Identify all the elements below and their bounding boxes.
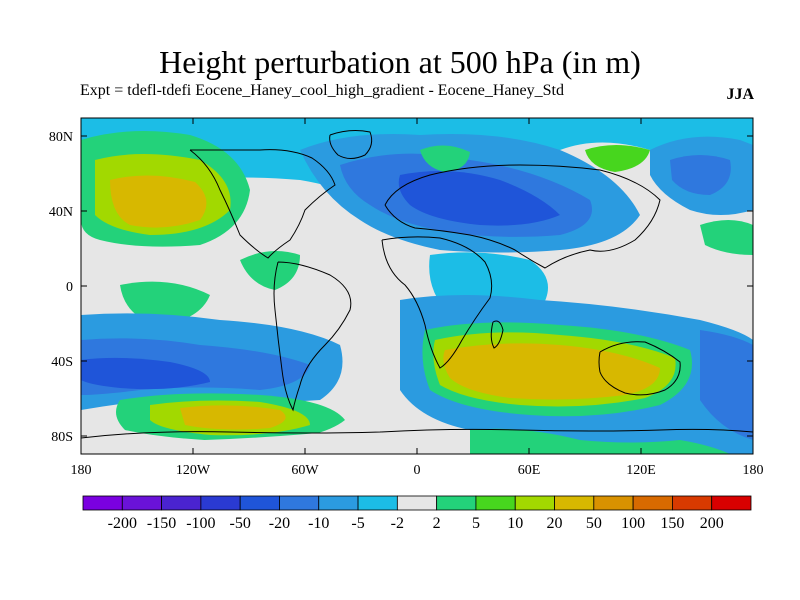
coastline-africa	[381, 236, 493, 369]
lon-label-180w: 180	[71, 463, 92, 478]
colorbar-box	[672, 495, 713, 511]
lat-label-80n: 80N	[49, 130, 73, 145]
colorbar-label: 150	[660, 515, 684, 532]
coastline-north-america	[189, 149, 336, 259]
latitude-axis: 80N 40N 0 40S 80S	[49, 130, 753, 445]
colorbar-box	[475, 495, 516, 511]
lat-label-40s: 40S	[51, 355, 73, 370]
colorbar-box	[318, 495, 359, 511]
colorbar-label: -200	[108, 515, 137, 532]
colorbar-label: -100	[186, 515, 215, 532]
colorbar-box	[357, 495, 398, 511]
field-region-antarctic-green	[470, 428, 730, 454]
colorbar-box	[200, 495, 241, 511]
colorbar-label: 100	[621, 515, 645, 532]
colorbar-label: 5	[472, 515, 480, 532]
field-region-sw-gold	[180, 405, 286, 430]
map-title: Height perturbation at 500 hPa (in m)	[159, 44, 641, 80]
colorbar-box	[514, 495, 555, 511]
colorbar-label: -50	[230, 515, 251, 532]
colorbar-box	[632, 495, 673, 511]
colorbar-label: -150	[147, 515, 176, 532]
lon-label-0: 0	[414, 463, 421, 478]
field-region-tropical-green-1	[240, 251, 300, 290]
coastline-greenland	[329, 130, 373, 159]
colorbar-box	[436, 495, 477, 511]
field-region-npac-gold	[110, 175, 207, 228]
field-region-south-darkblue-east	[700, 330, 753, 440]
coastline-eurasia	[384, 164, 661, 269]
height-field	[81, 118, 753, 454]
colorbar-box	[593, 495, 634, 511]
field-region-arctic-green-2	[585, 145, 650, 172]
colorbar-label: -5	[351, 515, 364, 532]
lon-label-60e: 60E	[518, 463, 541, 478]
lon-label-60w: 60W	[291, 463, 319, 478]
colorbar-label: 10	[507, 515, 523, 532]
colorbar-label: -20	[269, 515, 290, 532]
colorbar-label: 50	[586, 515, 602, 532]
colorbar-label: -10	[308, 515, 329, 532]
lon-label-120e: 120E	[626, 463, 656, 478]
coastlines	[81, 130, 753, 439]
colorbar-label: 2	[433, 515, 441, 532]
colorbar-label: -2	[391, 515, 404, 532]
colorbar-box	[82, 495, 123, 511]
lon-label-180e: 180	[743, 463, 764, 478]
field-region-antarctic-neutral	[81, 426, 470, 454]
coastline-madagascar	[490, 320, 504, 349]
lat-label-0: 0	[66, 280, 73, 295]
field-region-eurasia-core	[398, 171, 560, 226]
colorbar-box	[554, 495, 595, 511]
colorbar-box	[711, 495, 752, 511]
lon-label-120w: 120W	[176, 463, 211, 478]
colorbar-label: 20	[547, 515, 563, 532]
coastline-south-america	[273, 261, 352, 412]
colorbar-box	[279, 495, 320, 511]
experiment-subtitle: Expt = tdefl-tdefi Eocene_Haney_cool_hig…	[80, 82, 564, 99]
field-region-south-core-west	[81, 357, 210, 390]
colorbar: -200 -150 -100 -50 -20 -10 -5 -2 2 5 10 20 50 100 150 2…	[82, 495, 752, 532]
colorbar-label: 200	[700, 515, 724, 532]
lat-label-80s: 80S	[51, 430, 73, 445]
field-region-ne-green	[700, 220, 753, 255]
colorbar-box	[161, 495, 202, 511]
field-region-sio-gold	[443, 343, 660, 400]
coastline-antarctica	[81, 428, 753, 439]
field-region-npacific-darkblue	[670, 155, 731, 195]
coastline-australia	[598, 341, 681, 396]
colorbar-box	[121, 495, 162, 511]
season-label: JJA	[726, 86, 754, 103]
lat-label-40n: 40N	[49, 205, 73, 220]
field-region-arctic-green-1	[420, 145, 470, 172]
longitude-axis: 180 120W 60W 0 60E 120E 180	[71, 118, 764, 478]
colorbar-box	[396, 495, 438, 511]
colorbar-box	[239, 495, 280, 511]
